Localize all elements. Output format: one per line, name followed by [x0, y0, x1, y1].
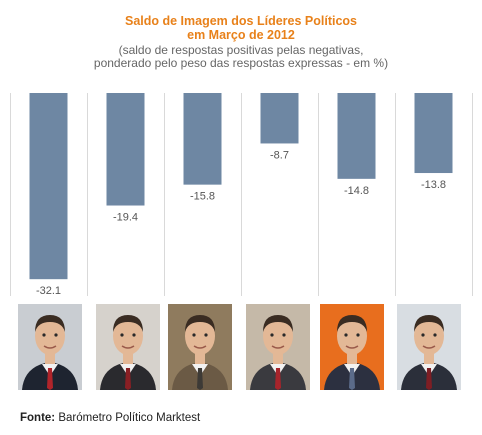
- leader-photo-6: [397, 304, 461, 390]
- bar-6: [414, 93, 453, 174]
- leader-photo-5: [320, 304, 384, 390]
- source-label: Fonte:: [20, 412, 56, 424]
- portrait-icon: [168, 304, 232, 390]
- leader-photo-3: [168, 304, 232, 390]
- leader-photo-4: [246, 304, 310, 390]
- data-label-5: -14.8: [344, 185, 369, 197]
- portrait-icon: [246, 304, 310, 390]
- chart-title-line2: em Março de 2012: [187, 28, 295, 42]
- portrait-icon: [96, 304, 160, 390]
- bar-5: [337, 93, 376, 179]
- data-label-4: -8.7: [270, 149, 289, 161]
- leader-photo-1: [18, 304, 82, 390]
- data-label-2: -19.4: [113, 212, 138, 224]
- bar-3: [183, 93, 222, 185]
- source-text: Barómetro Político Marktest: [55, 412, 201, 424]
- source-note: Fonte: Barómetro Político Marktest: [20, 412, 200, 424]
- data-label-6: -13.8: [421, 179, 446, 191]
- leader-photo-2: [96, 304, 160, 390]
- chart-title: Saldo de Imagem dos Líderes Políticos: [124, 14, 357, 28]
- portrait-icon: [320, 304, 384, 390]
- bar-4: [260, 93, 299, 144]
- portrait-icon: [397, 304, 461, 390]
- portrait-icon: [18, 304, 82, 390]
- data-label-3: -15.8: [190, 191, 215, 203]
- bar-1: [29, 93, 68, 280]
- bar-chart: -32.1 -19.4 -15.8 -8.7 -14.8 -13.8: [10, 93, 473, 297]
- chart-subtitle-line1: (saldo de respostas positivas pelas nega…: [118, 43, 364, 57]
- chart-subtitle-line2: ponderado pelo peso das respostas expres…: [93, 56, 389, 70]
- bar-2: [106, 93, 145, 206]
- data-label-1: -32.1: [36, 285, 61, 297]
